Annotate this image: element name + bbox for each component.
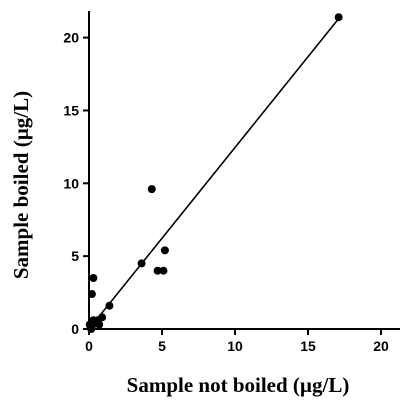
y-tick-label: 5 [71, 248, 79, 264]
data-point [137, 259, 146, 268]
y-tick-label: 10 [63, 175, 79, 191]
y-axis-title: Sample boiled (µg/L) [9, 91, 33, 279]
x-axis-title: Sample not boiled (µg/L) [127, 373, 350, 397]
data-point [87, 290, 96, 299]
y-tick-label: 0 [71, 321, 79, 337]
data-point [92, 317, 101, 326]
x-tick-label: 10 [227, 338, 243, 354]
y-tick-label: 15 [63, 102, 79, 118]
data-point [105, 301, 114, 310]
data-point [160, 246, 169, 255]
axes [83, 11, 400, 335]
trendline [88, 18, 340, 330]
trendline-group [88, 18, 340, 330]
tick-labels: 0 5 10 15 20 0 5 10 15 20 [63, 30, 389, 354]
data-point [334, 13, 343, 22]
x-tick-label: 5 [158, 338, 166, 354]
data-point [153, 266, 162, 275]
data-point [85, 320, 94, 329]
x-tick-label: 0 [85, 338, 93, 354]
data-points [85, 13, 343, 333]
x-tick-label: 20 [373, 338, 389, 354]
data-point [89, 274, 98, 283]
x-tick-label: 15 [300, 338, 316, 354]
data-point [147, 185, 156, 194]
data-point [159, 266, 168, 275]
y-tick-label: 20 [63, 30, 79, 46]
